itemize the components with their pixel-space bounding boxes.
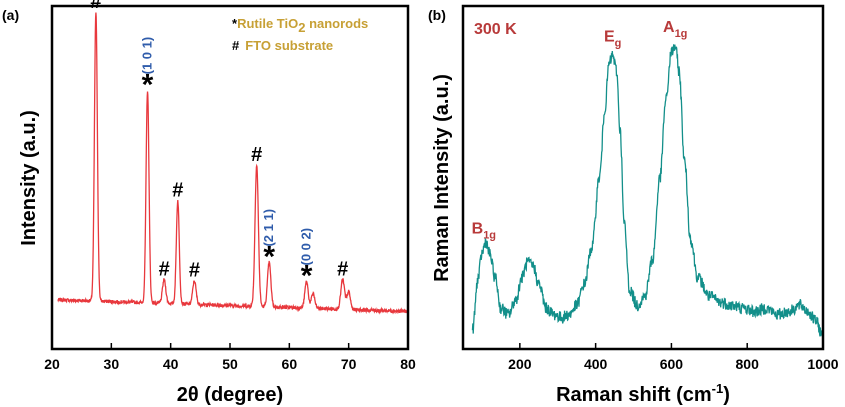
legend-label-tio2-tail: nanorods (305, 16, 368, 31)
miller-index-label: (1 0 1) (140, 37, 155, 75)
xrd-panel: (a) 20 30 40 50 60 70 80 #*(1 0 1)####*(2 1 1)… (2, 0, 416, 406)
legend-item-tio2: *Rutile TiO2 nanorods (232, 16, 368, 35)
fto-peak-marker: # (189, 260, 200, 282)
fto-peak-marker: # (337, 259, 348, 281)
legend-item-fto: # FTO substrate (232, 38, 333, 53)
raman-x-tick-label: 400 (584, 356, 608, 372)
xrd-x-tick-label: 80 (400, 356, 416, 372)
raman-mode-labels: B1g Eg A1g (472, 19, 688, 241)
raman-mode-label: Eg (604, 28, 621, 49)
panel-b-tag: (b) (428, 7, 446, 23)
raman-panel: (b) 200 400 600 800 1000 B1g Eg A1g 300 K Rama… (428, 4, 839, 406)
raman-mode-label: A1g (663, 19, 687, 40)
fto-peak-marker: # (159, 259, 170, 281)
xrd-x-tick-label: 20 (44, 356, 60, 372)
raman-plot-frame (461, 4, 825, 351)
legend-label-fto: FTO substrate (245, 38, 333, 53)
raman-x-axis-title: Raman shift (cm-1) (556, 381, 730, 406)
panel-a-tag: (a) (2, 7, 19, 23)
xrd-x-axis-title: 2θ (degree) (177, 384, 283, 406)
raman-x-axis-title-main: Raman shift (cm (556, 384, 712, 406)
raman-x-axis-title-sup: -1 (712, 381, 724, 396)
raman-mode-label: B1g (472, 220, 496, 241)
temperature-label: 300 K (474, 21, 517, 38)
tio2-peak-marker: * (301, 259, 313, 292)
tio2-peak-marker: * (142, 68, 154, 101)
raman-x-tick-label: 1000 (807, 356, 838, 372)
xrd-curve-layer (57, 12, 409, 315)
raman-curve-layer (471, 43, 824, 338)
legend-label-tio2-sub: 2 (298, 20, 305, 35)
miller-index-label: (2 1 1) (261, 209, 276, 247)
raman-x-tick-label: 800 (736, 356, 760, 372)
raman-series-line (471, 43, 824, 338)
raman-x-axis-title-tail: ) (723, 384, 730, 406)
xrd-x-tick-label: 50 (222, 356, 238, 372)
tio2-peak-marker: * (263, 241, 275, 274)
legend-label-tio2: Rutile TiO (237, 16, 298, 31)
fto-peak-marker: # (172, 180, 183, 202)
xrd-x-ticks: 20 30 40 50 60 70 80 (44, 343, 416, 372)
raman-x-ticks: 200 400 600 800 1000 (508, 343, 839, 372)
xrd-x-tick-label: 40 (163, 356, 179, 372)
raman-x-tick-label: 200 (508, 356, 532, 372)
xrd-x-tick-label: 60 (282, 356, 298, 372)
xrd-y-axis-title: Intensity (a.u.) (18, 110, 40, 246)
xrd-x-tick-label: 70 (341, 356, 357, 372)
fto-peak-marker: # (251, 144, 262, 166)
xrd-plot-frame (50, 4, 410, 351)
miller-index-label: (0 0 2) (299, 228, 314, 266)
xrd-x-tick-label: 30 (104, 356, 120, 372)
xrd-peak-markers: #*(1 0 1)####*(2 1 1)*(0 0 2)# (90, 0, 348, 292)
legend-symbol-star: * (232, 16, 238, 31)
xrd-series-line (57, 12, 409, 315)
raman-y-axis-title: Raman Intensity (a.u.) (431, 74, 453, 282)
raman-x-tick-label: 600 (660, 356, 684, 372)
legend-symbol-hash: # (232, 38, 240, 53)
xrd-legend: *Rutile TiO2 nanorods # FTO substrate (232, 16, 368, 53)
